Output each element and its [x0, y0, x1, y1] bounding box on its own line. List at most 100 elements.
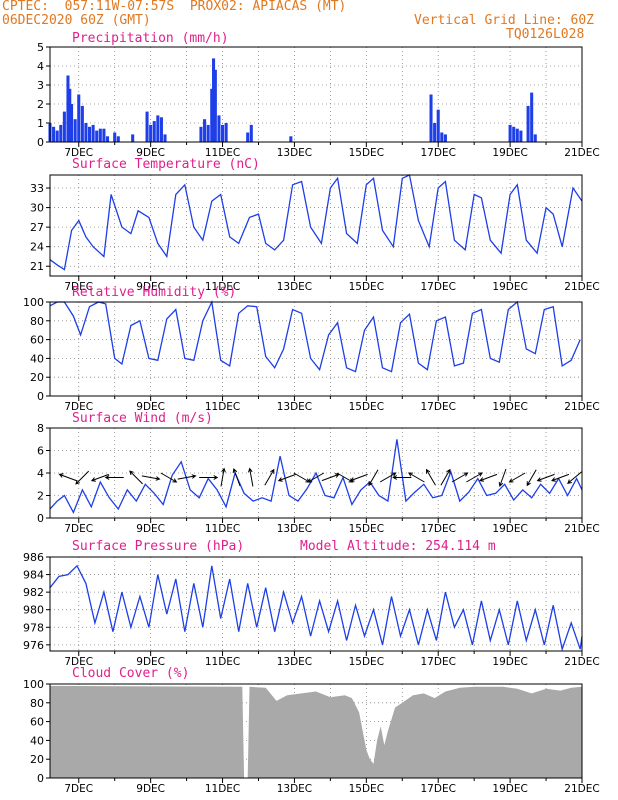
- model-altitude-label: Model Altitude: 254.114 m: [300, 539, 496, 554]
- surface-wind-title: Surface Wind (m/s): [72, 411, 213, 426]
- x-tick-label: 21DEC: [564, 147, 599, 159]
- precip-bar: [145, 111, 149, 142]
- x-tick-label: 19DEC: [492, 281, 527, 293]
- precip-bar: [526, 105, 530, 142]
- surface-wind-line: [49, 439, 583, 514]
- panel-frame: [49, 174, 583, 277]
- x-tick-label: 13DEC: [277, 783, 312, 795]
- x-tick-label: 17DEC: [421, 523, 456, 535]
- precip-bar: [199, 126, 203, 142]
- y-tick-label: 5: [37, 41, 44, 54]
- relative-humidity-line: [49, 299, 581, 373]
- x-tick-label: 13DEC: [277, 523, 312, 535]
- wind-arrow: [58, 473, 77, 482]
- y-tick-label: 1: [37, 117, 44, 130]
- surface-temperature-title: Surface Temperature (nC): [72, 157, 260, 172]
- precip-bar: [249, 124, 253, 142]
- x-tick-label: 9DEC: [136, 656, 165, 668]
- y-tick-label: 100: [23, 296, 44, 309]
- y-tick-label: 980: [23, 604, 44, 617]
- wind-arrow: [349, 473, 368, 482]
- x-tick-label: 15DEC: [349, 523, 384, 535]
- wind-arrow: [479, 473, 498, 482]
- wind-arrow: [90, 473, 109, 482]
- x-tick-label: 21DEC: [564, 656, 599, 668]
- x-tick-label: 9DEC: [136, 523, 165, 535]
- precip-bar: [105, 136, 110, 142]
- x-tick-label: 7DEC: [64, 147, 93, 159]
- precip-bar: [436, 109, 440, 142]
- wind-arrow: [567, 471, 583, 484]
- x-tick-label: 15DEC: [349, 783, 384, 795]
- x-tick-label: 13DEC: [277, 147, 312, 159]
- y-tick-label: 2: [37, 490, 44, 503]
- precip-bar: [440, 132, 444, 142]
- precip-bar: [224, 123, 228, 142]
- precip-bar: [149, 124, 153, 142]
- precip-bar: [62, 111, 66, 142]
- x-tick-label: 19DEC: [492, 523, 527, 535]
- wind-arrow: [75, 470, 90, 485]
- x-tick-label: 7DEC: [64, 783, 93, 795]
- precip-bar: [116, 136, 120, 142]
- precip-bar: [84, 123, 88, 142]
- wind-arrow: [307, 472, 325, 483]
- precip-bar: [113, 132, 117, 142]
- y-tick-label: 4: [37, 467, 44, 480]
- cloud-cover-panel: 0 20 40 60 80 100 7DEC 9DEC 11DEC 13DEC 15DEC 17DEC…: [23, 666, 600, 795]
- relative-humidity-title: Relative Humidity (%): [72, 285, 236, 300]
- wind-arrow: [526, 469, 537, 487]
- x-tick-label: 11DEC: [205, 147, 240, 159]
- precip-bar: [156, 115, 160, 142]
- precip-bar: [508, 124, 512, 142]
- precip-bar: [203, 119, 207, 142]
- x-tick-label: 11DEC: [205, 783, 240, 795]
- wind-arrow: [220, 467, 226, 487]
- y-tick-label: 20: [30, 371, 44, 384]
- x-tick-label: 11DEC: [205, 656, 240, 668]
- wind-arrow: [536, 473, 555, 482]
- x-tick-label: 15DEC: [349, 281, 384, 293]
- y-tick-label: 6: [37, 445, 44, 458]
- precip-bar: [530, 92, 534, 142]
- precip-bar: [217, 115, 221, 142]
- x-tick-label: 19DEC: [492, 401, 527, 413]
- surface-pressure-title: Surface Pressure (hPa): [72, 539, 244, 554]
- panel-frame: [49, 683, 583, 779]
- y-tick-label: 0: [37, 772, 44, 785]
- wind-arrow: [321, 473, 340, 482]
- panel-frame: [49, 46, 583, 143]
- y-tick-label: 24: [30, 241, 44, 254]
- x-tick-label: 9DEC: [136, 147, 165, 159]
- y-tick-label: 40: [30, 352, 44, 365]
- precip-bar: [433, 123, 437, 142]
- x-tick-label: 17DEC: [421, 656, 456, 668]
- precip-bar: [95, 130, 99, 142]
- y-tick-label: 0: [37, 136, 44, 149]
- x-tick-label: 13DEC: [277, 281, 312, 293]
- precip-bar: [77, 94, 81, 142]
- wind-arrow: [466, 472, 483, 483]
- wind-arrow: [508, 472, 526, 483]
- y-tick-label: 976: [23, 639, 44, 652]
- wind-arrow: [177, 474, 197, 480]
- y-tick-label: 982: [23, 586, 44, 599]
- precip-bar: [206, 124, 210, 142]
- precipitation-panel: 0 1 2 3 4 5 7DEC 9DEC 11DEC 13DEC 15DEC 17DEC 19DEC 2…: [37, 31, 600, 159]
- x-tick-label: 11DEC: [205, 401, 240, 413]
- x-tick-label: 21DEC: [564, 783, 599, 795]
- precip-bar: [59, 124, 63, 142]
- wind-arrow: [199, 475, 219, 480]
- x-tick-label: 7DEC: [64, 523, 93, 535]
- wind-arrow: [498, 468, 507, 487]
- x-tick-label: 21DEC: [564, 523, 599, 535]
- x-tick-label: 17DEC: [421, 783, 456, 795]
- precip-bar: [159, 117, 163, 142]
- y-tick-label: 27: [30, 221, 44, 234]
- wind-arrow: [451, 472, 469, 483]
- y-tick-label: 984: [23, 569, 44, 582]
- wind-arrow: [293, 472, 311, 483]
- precip-bar: [533, 134, 537, 142]
- y-tick-label: 33: [30, 182, 44, 195]
